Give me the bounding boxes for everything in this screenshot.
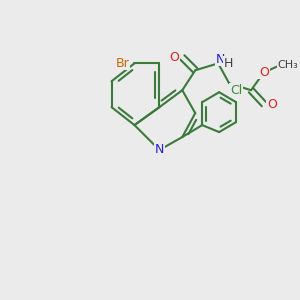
Text: Cl: Cl [230,84,242,97]
Text: CH₃: CH₃ [278,60,298,70]
Text: O: O [169,51,179,64]
Text: N: N [215,53,225,66]
Text: O: O [267,98,277,111]
Text: H: H [224,57,233,70]
Text: N: N [155,143,164,157]
Text: Br: Br [116,57,129,70]
Text: O: O [259,66,269,79]
